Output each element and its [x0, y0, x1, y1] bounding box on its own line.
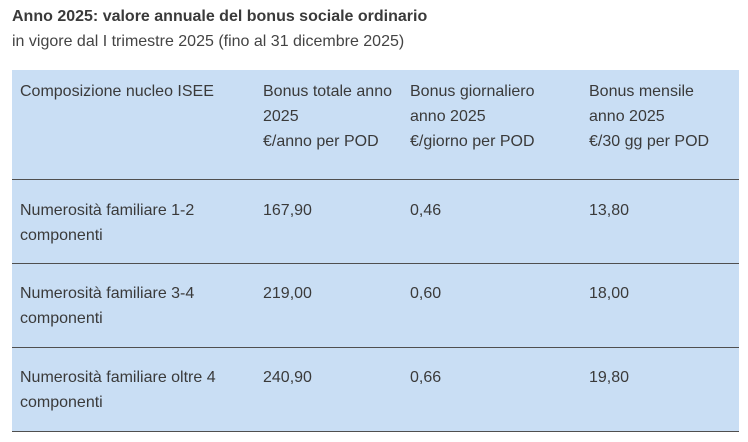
header-monthly-line-3: €/30 gg per POD [589, 133, 710, 150]
cell-annual: 240,90 [263, 369, 312, 386]
header-annual-line-1: Bonus totale anno [263, 83, 392, 100]
header-daily-line-2: anno 2025 [410, 108, 486, 125]
page-title: Anno 2025: valore annuale del bonus soci… [12, 8, 428, 25]
header-composition: Composizione nucleo ISEE [20, 79, 255, 104]
table-header-row: Composizione nucleo ISEE Bonus totale an… [12, 70, 739, 180]
composition-line-2: componenti [20, 394, 103, 411]
cell-composition: Numerosità familiare 3-4 componenti [20, 281, 255, 331]
cell-monthly: 13,80 [589, 202, 630, 219]
table-row: Numerosità familiare oltre 4 componenti … [12, 348, 739, 432]
cell-annual: 219,00 [263, 285, 312, 302]
header-annual-line-2: 2025 [263, 108, 299, 125]
cell-daily: 0,46 [410, 202, 442, 219]
composition-line-2: componenti [20, 227, 103, 244]
header-annual-line-3: €/anno per POD [263, 133, 379, 150]
cell-monthly: 18,00 [589, 285, 630, 302]
header-monthly-line-1: Bonus mensile [589, 83, 694, 100]
header-annual-bonus: Bonus totale anno 2025 €/anno per POD [263, 79, 403, 154]
composition-line-1: Numerosità familiare oltre 4 [20, 369, 216, 386]
header-composition-line: Composizione nucleo ISEE [20, 83, 214, 100]
table-row: Numerosità familiare 1-2 componenti 167,… [12, 180, 739, 264]
header-daily-line-1: Bonus giornaliero [410, 83, 535, 100]
header-daily-line-3: €/giorno per POD [410, 133, 535, 150]
header-monthly-line-2: anno 2025 [589, 108, 665, 125]
table-row: Numerosità familiare 3-4 componenti 219,… [12, 264, 739, 348]
header-monthly-bonus: Bonus mensile anno 2025 €/30 gg per POD [589, 79, 734, 154]
composition-line-2: componenti [20, 310, 103, 327]
cell-annual: 167,90 [263, 202, 312, 219]
cell-composition: Numerosità familiare 1-2 componenti [20, 198, 255, 248]
cell-daily: 0,66 [410, 369, 442, 386]
header-daily-bonus: Bonus giornaliero anno 2025 €/giorno per… [410, 79, 580, 154]
composition-line-1: Numerosità familiare 1-2 [20, 202, 195, 219]
composition-line-1: Numerosità familiare 3-4 [20, 285, 195, 302]
cell-composition: Numerosità familiare oltre 4 componenti [20, 365, 255, 415]
cell-monthly: 19,80 [589, 369, 630, 386]
bonus-table: Composizione nucleo ISEE Bonus totale an… [12, 70, 739, 432]
cell-daily: 0,60 [410, 285, 442, 302]
page-subtitle: in vigore dal I trimestre 2025 (fino al … [12, 33, 405, 50]
